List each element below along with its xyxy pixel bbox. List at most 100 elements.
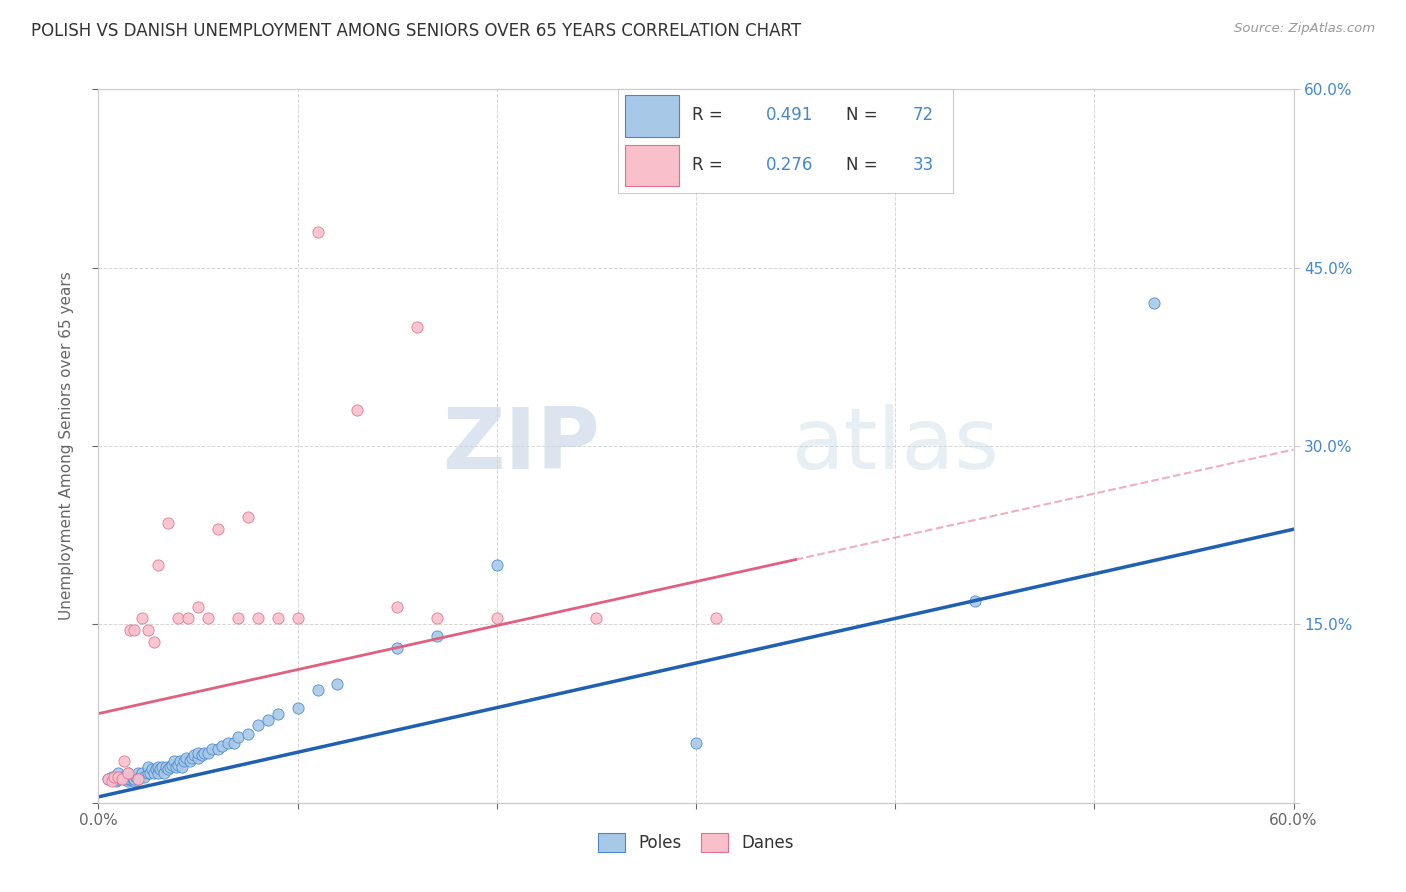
Point [103, 770, 125, 784]
Point [181, 750, 204, 764]
Point [217, 736, 239, 750]
Point [148, 766, 170, 780]
Point [150, 760, 173, 774]
Point [187, 750, 209, 764]
Point [704, 611, 727, 625]
Point [107, 772, 129, 786]
Point [963, 593, 986, 607]
Point [246, 611, 269, 625]
Point [124, 774, 146, 789]
Point [117, 772, 139, 786]
Point [131, 611, 153, 625]
Point [139, 766, 162, 780]
Point [685, 736, 707, 750]
Point [107, 772, 129, 786]
Text: POLISH VS DANISH UNEMPLOYMENT AMONG SENIORS OVER 65 YEARS CORRELATION CHART: POLISH VS DANISH UNEMPLOYMENT AMONG SENI… [31, 22, 801, 40]
Point [307, 225, 329, 239]
Point [117, 774, 139, 789]
Point [157, 516, 180, 531]
Point [129, 770, 152, 784]
Point [127, 772, 149, 786]
Point [148, 760, 170, 774]
Point [207, 742, 229, 756]
Point [159, 760, 181, 774]
Point [149, 763, 172, 777]
Point [226, 611, 249, 625]
Point [167, 611, 190, 625]
Point [406, 320, 429, 334]
Text: Source: ZipAtlas.com: Source: ZipAtlas.com [1234, 22, 1375, 36]
Point [165, 760, 187, 774]
Point [121, 770, 143, 784]
Point [485, 558, 508, 572]
Point [124, 772, 146, 786]
Point [267, 706, 290, 721]
Point [136, 766, 159, 780]
Point [107, 770, 129, 784]
Point [256, 713, 278, 727]
Point [207, 522, 229, 536]
Point [112, 754, 135, 768]
Point [426, 611, 449, 625]
Point [134, 770, 156, 784]
Point [169, 754, 191, 768]
Point [124, 624, 146, 638]
Point [107, 766, 129, 780]
Point [120, 624, 142, 638]
Point [183, 748, 205, 763]
Y-axis label: Unemployment Among Seniors over 65 years: Unemployment Among Seniors over 65 years [59, 272, 75, 620]
Point [125, 770, 148, 784]
Point [177, 611, 200, 625]
Point [187, 599, 209, 614]
Point [1143, 296, 1166, 310]
Point [307, 682, 329, 697]
Point [287, 611, 309, 625]
Point [157, 763, 180, 777]
Point [120, 772, 142, 786]
Text: ZIP: ZIP [443, 404, 600, 488]
Point [287, 700, 309, 714]
Point [103, 772, 125, 786]
Point [143, 635, 166, 649]
Point [222, 736, 245, 750]
Point [167, 757, 190, 772]
Point [426, 629, 449, 643]
Point [117, 766, 139, 780]
Point [326, 677, 349, 691]
Point [197, 611, 219, 625]
Point [201, 742, 224, 756]
Point [385, 599, 409, 614]
Point [187, 746, 209, 760]
Point [191, 748, 214, 763]
Point [211, 739, 233, 753]
Point [111, 770, 134, 784]
Point [101, 774, 124, 789]
Point [148, 558, 170, 572]
Point [111, 772, 134, 786]
Point [143, 766, 166, 780]
Point [101, 770, 124, 784]
Point [115, 770, 138, 784]
Point [160, 757, 183, 772]
Point [117, 766, 139, 780]
Point [145, 763, 167, 777]
Point [136, 624, 159, 638]
Point [127, 766, 149, 780]
Point [385, 641, 409, 656]
Point [97, 772, 120, 786]
Point [267, 611, 290, 625]
Point [141, 763, 163, 777]
Legend: Poles, Danes: Poles, Danes [592, 827, 800, 859]
Point [131, 766, 153, 780]
Text: atlas: atlas [792, 404, 1000, 488]
Point [197, 746, 219, 760]
Point [346, 403, 368, 417]
Point [585, 611, 607, 625]
Point [136, 760, 159, 774]
Point [246, 718, 269, 732]
Point [173, 754, 195, 768]
Point [97, 772, 120, 786]
Point [226, 731, 249, 745]
Point [236, 727, 259, 741]
Point [112, 772, 135, 786]
